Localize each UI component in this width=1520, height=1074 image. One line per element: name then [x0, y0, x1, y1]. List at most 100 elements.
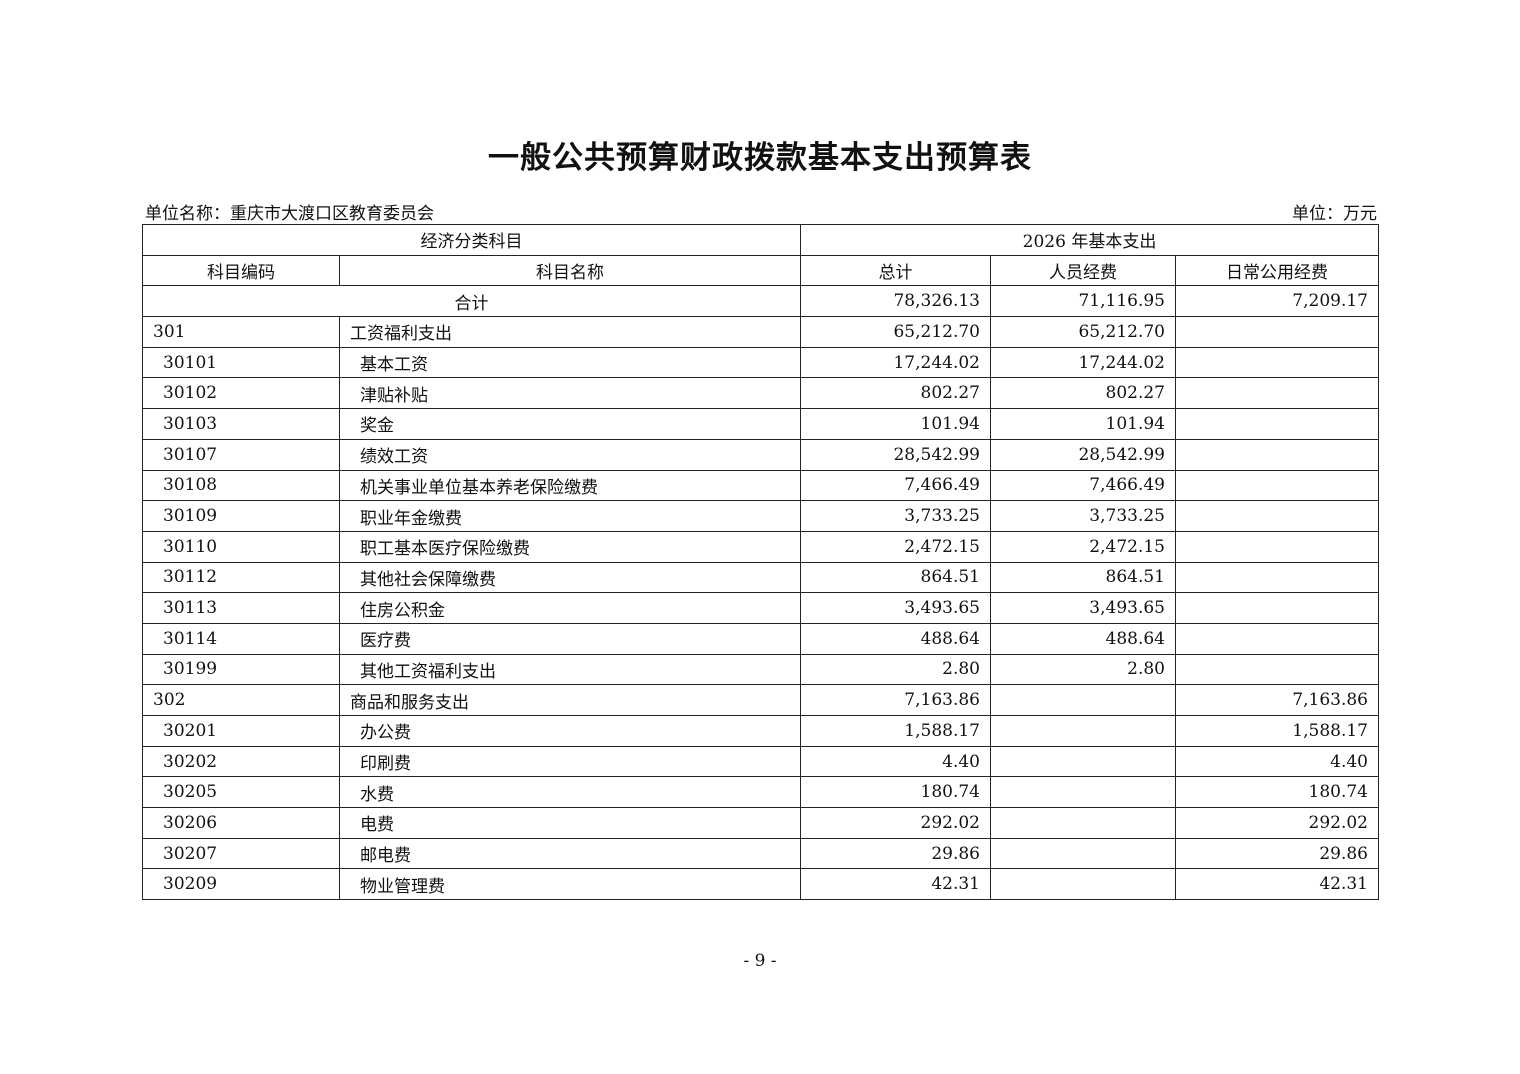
cell-personnel: 3,493.65: [990, 592, 1176, 624]
total-row: 合计 78,326.13 71,116.95 7,209.17: [142, 285, 1379, 318]
cell-personnel: 7,466.49: [990, 469, 1176, 502]
cell-public: 4.40: [1175, 745, 1379, 778]
header-total: 总计: [800, 254, 991, 287]
cell-total: 7,466.49: [800, 469, 991, 502]
cell-code: 30209: [142, 868, 340, 901]
cell-public: [1175, 469, 1379, 502]
cell-code: 301: [142, 316, 340, 348]
cell-public: 7,163.86: [1175, 684, 1379, 716]
cell-code: 30107: [142, 438, 340, 471]
table-row: 30113 住房公积金 3,493.65 3,493.65: [142, 592, 1379, 624]
header-name: 科目名称: [339, 254, 801, 287]
cell-name: 奖金: [339, 408, 801, 440]
cell-total: 1,588.17: [800, 715, 991, 747]
cell-code: 30103: [142, 408, 340, 440]
total-personnel: 71,116.95: [990, 285, 1176, 318]
cell-public: 180.74: [1175, 776, 1379, 809]
cell-total: 4.40: [800, 745, 991, 778]
unit-label: 单位：万元: [1292, 204, 1377, 224]
cell-code: 30206: [142, 807, 340, 839]
cell-total: 42.31: [800, 868, 991, 901]
cell-code: 30101: [142, 346, 340, 379]
cell-total: 864.51: [800, 561, 991, 594]
cell-personnel: 17,244.02: [990, 346, 1176, 379]
cell-name: 邮电费: [339, 837, 801, 870]
cell-total: 2,472.15: [800, 530, 991, 563]
cell-name: 绩效工资: [339, 438, 801, 471]
cell-name: 住房公积金: [339, 592, 801, 624]
cell-total: 28,542.99: [800, 438, 991, 471]
cell-code: 30114: [142, 622, 340, 655]
cell-name: 电费: [339, 807, 801, 839]
cell-total: 29.86: [800, 837, 991, 870]
cell-public: [1175, 346, 1379, 379]
cell-total: 180.74: [800, 776, 991, 809]
cell-total: 65,212.70: [800, 316, 991, 348]
table-row: 30107 绩效工资 28,542.99 28,542.99: [142, 438, 1379, 471]
cell-name: 其他社会保障缴费: [339, 561, 801, 594]
cell-public: [1175, 500, 1379, 532]
cell-code: 30201: [142, 715, 340, 747]
cell-public: 29.86: [1175, 837, 1379, 870]
cell-code: 30205: [142, 776, 340, 809]
cell-personnel: [990, 868, 1176, 901]
table-row: 30114 医疗费 488.64 488.64: [142, 622, 1379, 655]
cell-public: [1175, 438, 1379, 471]
table-row: 30110 职工基本医疗保险缴费 2,472.15 2,472.15: [142, 530, 1379, 563]
cell-public: 42.31: [1175, 868, 1379, 901]
cell-name: 基本工资: [339, 346, 801, 379]
cell-code: 30113: [142, 592, 340, 624]
cell-public: [1175, 377, 1379, 410]
cell-code: 30110: [142, 530, 340, 563]
cell-code: 30207: [142, 837, 340, 870]
table-row: 30109 职业年金缴费 3,733.25 3,733.25: [142, 500, 1379, 532]
cell-code: 30202: [142, 745, 340, 778]
cell-personnel: 3,733.25: [990, 500, 1176, 532]
cell-name: 水费: [339, 776, 801, 809]
cell-total: 3,733.25: [800, 500, 991, 532]
cell-total: 488.64: [800, 622, 991, 655]
cell-personnel: 2,472.15: [990, 530, 1176, 563]
header-code: 科目编码: [142, 254, 340, 287]
cell-code: 30112: [142, 561, 340, 594]
cell-personnel: 65,212.70: [990, 316, 1176, 348]
table-row: 30101 基本工资 17,244.02 17,244.02: [142, 346, 1379, 379]
cell-name: 商品和服务支出: [339, 684, 801, 716]
cell-total: 17,244.02: [800, 346, 991, 379]
cell-personnel: [990, 715, 1176, 747]
cell-name: 职工基本医疗保险缴费: [339, 530, 801, 563]
cell-name: 工资福利支出: [339, 316, 801, 348]
cell-code: 30199: [142, 653, 340, 686]
cell-total: 7,163.86: [800, 684, 991, 716]
cell-personnel: 101.94: [990, 408, 1176, 440]
cell-name: 医疗费: [339, 622, 801, 655]
cell-personnel: [990, 745, 1176, 778]
table-row: 30205 水费 180.74 180.74: [142, 776, 1379, 809]
cell-total: 2.80: [800, 653, 991, 686]
cell-personnel: [990, 837, 1176, 870]
cell-public: [1175, 408, 1379, 440]
cell-personnel: 2.80: [990, 653, 1176, 686]
cell-public: [1175, 592, 1379, 624]
budget-table: 经济分类科目 2026 年基本支出 科目编码 科目名称 总计 人员经费 日常公用…: [142, 224, 1379, 901]
cell-public: 1,588.17: [1175, 715, 1379, 747]
page-title: 一般公共预算财政拨款基本支出预算表: [488, 140, 1032, 176]
cell-personnel: [990, 807, 1176, 839]
cell-name: 机关事业单位基本养老保险缴费: [339, 469, 801, 502]
table-row: 30201 办公费 1,588.17 1,588.17: [142, 715, 1379, 747]
cell-total: 3,493.65: [800, 592, 991, 624]
table-row: 30102 津贴补贴 802.27 802.27: [142, 377, 1379, 410]
header-column-row: 科目编码 科目名称 总计 人员经费 日常公用经费: [142, 254, 1379, 287]
cell-code: 30109: [142, 500, 340, 532]
cell-public: [1175, 622, 1379, 655]
cell-code: 30108: [142, 469, 340, 502]
cell-total: 292.02: [800, 807, 991, 839]
table-row: 30103 奖金 101.94 101.94: [142, 408, 1379, 440]
table-row: 301 工资福利支出 65,212.70 65,212.70: [142, 316, 1379, 348]
cell-name: 津贴补贴: [339, 377, 801, 410]
table-row: 30206 电费 292.02 292.02: [142, 807, 1379, 839]
total-public: 7,209.17: [1175, 285, 1379, 318]
cell-code: 30102: [142, 377, 340, 410]
cell-total: 802.27: [800, 377, 991, 410]
total-label: 合计: [142, 285, 801, 318]
